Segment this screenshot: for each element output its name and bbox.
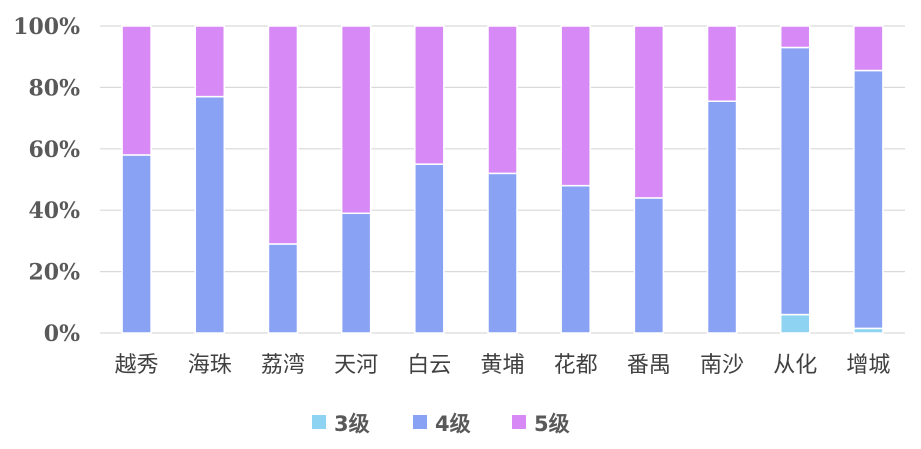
legend-label: 4级 [435, 412, 471, 436]
legend-swatch [312, 415, 326, 429]
bar-segment [779, 25, 811, 49]
bar-segment [414, 25, 445, 165]
bar-segment [706, 25, 738, 102]
bar-segment [779, 46, 811, 316]
y-tick-label: 80% [28, 75, 80, 101]
bar-segment [706, 100, 738, 334]
bar-segment [414, 163, 445, 334]
legend: 3级 4级 5级 [312, 412, 570, 436]
bar-segment [267, 25, 299, 245]
bar-segment [267, 243, 299, 334]
x-category-label: 天河 [334, 353, 378, 378]
x-category-label: 从化 [773, 353, 817, 378]
legend-label: 3级 [334, 412, 370, 436]
x-category-label: 黄埔 [480, 353, 524, 378]
y-tick-label: 60% [28, 137, 80, 163]
bar-segment [194, 95, 226, 334]
x-axis-category-labels: 越秀 海珠 荔湾 天河 白云 黄埔 花都 番禺 南沙 从化 增城 [115, 353, 891, 378]
bar-segment [560, 184, 591, 334]
bar-segment [853, 25, 884, 72]
bars [121, 25, 884, 334]
legend-swatch [413, 415, 427, 429]
bar-segment [853, 69, 884, 330]
y-axis-tick-labels: 0% 20% 40% 60% 80% 100% [13, 14, 80, 347]
y-tick-label: 40% [28, 198, 80, 224]
x-category-label: 越秀 [115, 353, 159, 378]
bar-segment [633, 197, 665, 334]
y-tick-label: 20% [28, 260, 80, 286]
x-category-label: 南沙 [700, 353, 744, 378]
y-tick-label: 100% [13, 14, 80, 40]
bar-segment [340, 25, 372, 215]
x-category-label: 白云 [407, 353, 451, 378]
y-tick-label: 0% [44, 321, 80, 347]
bar-segment [194, 25, 226, 98]
x-category-label: 海珠 [188, 353, 232, 378]
bar-segment [487, 25, 518, 175]
bar-segment [560, 25, 591, 187]
legend-label: 5级 [534, 412, 570, 436]
x-category-label: 番禺 [627, 353, 671, 378]
bar-segment [121, 25, 152, 156]
bar-segment [633, 25, 665, 199]
x-category-label: 增城 [846, 353, 890, 378]
x-category-label: 荔湾 [261, 353, 305, 378]
bar-segment [487, 172, 518, 334]
x-category-label: 花都 [554, 353, 598, 378]
legend-swatch [512, 415, 526, 429]
bar-segment [340, 212, 372, 334]
bar-segment [121, 154, 152, 334]
bar-segment [779, 313, 811, 334]
